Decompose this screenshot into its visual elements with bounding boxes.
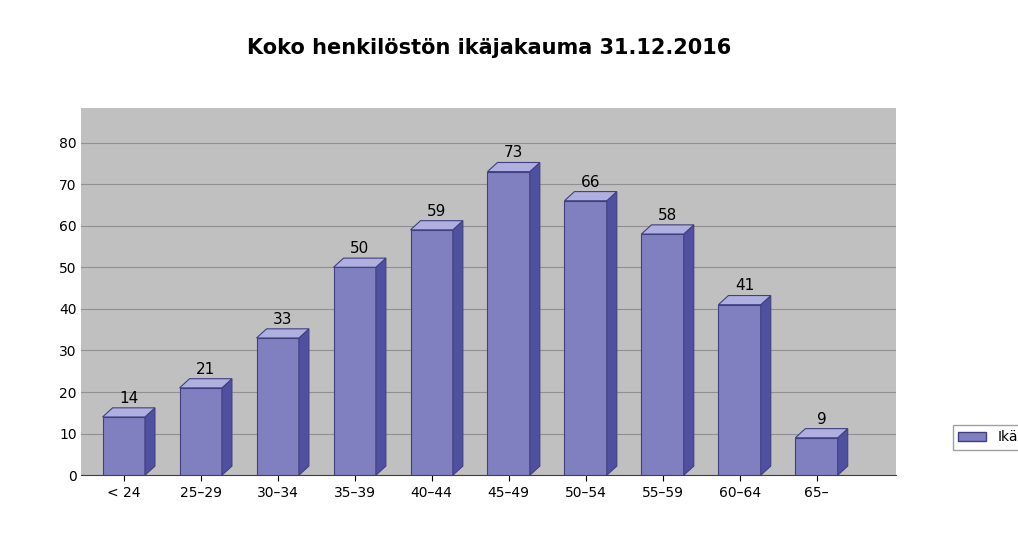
- Text: 41: 41: [735, 279, 754, 293]
- Polygon shape: [488, 172, 529, 475]
- Polygon shape: [838, 429, 848, 475]
- Polygon shape: [564, 192, 617, 201]
- Polygon shape: [410, 221, 463, 230]
- Polygon shape: [795, 429, 848, 438]
- Text: 59: 59: [427, 204, 446, 219]
- Polygon shape: [334, 258, 386, 267]
- Polygon shape: [760, 295, 771, 475]
- Polygon shape: [641, 225, 694, 234]
- Polygon shape: [795, 438, 838, 475]
- Text: 21: 21: [196, 362, 216, 376]
- Text: Koko henkilöstön ikäjakauma 31.12.2016: Koko henkilöstön ikäjakauma 31.12.2016: [246, 38, 731, 58]
- Polygon shape: [334, 267, 376, 475]
- Polygon shape: [410, 230, 453, 475]
- Text: 33: 33: [273, 312, 292, 327]
- Polygon shape: [719, 305, 760, 475]
- Polygon shape: [529, 163, 540, 475]
- Polygon shape: [103, 408, 155, 417]
- Polygon shape: [376, 258, 386, 475]
- Polygon shape: [564, 201, 607, 475]
- Polygon shape: [607, 192, 617, 475]
- Polygon shape: [222, 379, 232, 475]
- Text: 9: 9: [816, 411, 827, 427]
- Polygon shape: [179, 388, 222, 475]
- Polygon shape: [257, 329, 308, 338]
- Polygon shape: [179, 379, 232, 388]
- Polygon shape: [257, 338, 299, 475]
- Text: 66: 66: [581, 174, 601, 190]
- Text: 50: 50: [350, 241, 370, 256]
- Polygon shape: [719, 295, 771, 305]
- Text: 73: 73: [504, 145, 523, 160]
- Polygon shape: [145, 408, 155, 475]
- Legend: Ikäryhmä: Ikäryhmä: [953, 425, 1018, 450]
- Polygon shape: [488, 163, 540, 172]
- Polygon shape: [103, 417, 145, 475]
- Text: 58: 58: [658, 208, 677, 223]
- Polygon shape: [684, 225, 694, 475]
- Polygon shape: [453, 221, 463, 475]
- Text: 14: 14: [119, 391, 138, 406]
- Polygon shape: [641, 234, 684, 475]
- Polygon shape: [299, 329, 308, 475]
